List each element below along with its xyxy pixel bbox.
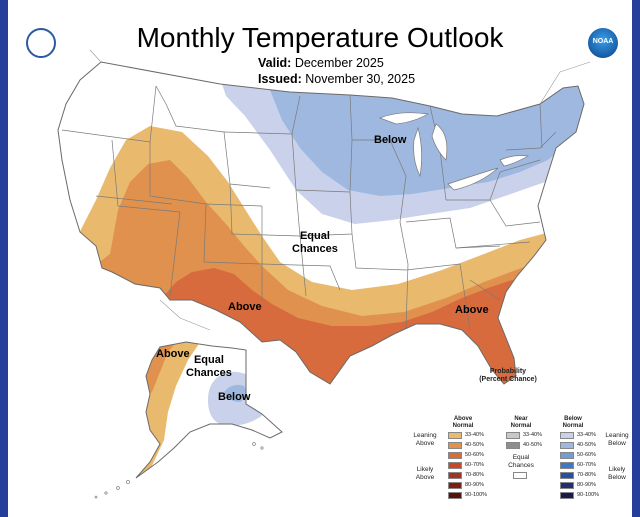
label-below-ak: Below (218, 391, 251, 403)
label-above-ak: Above (156, 348, 190, 360)
legend-near-swatch (506, 432, 520, 439)
legend-near-swatch (506, 442, 520, 449)
legend-above-swatch (448, 492, 462, 499)
legend-above-swatch (448, 472, 462, 479)
legend-below-label: 33-40% (577, 432, 596, 438)
noaa-logo-icon: NOAA (588, 28, 618, 58)
legend-above-label: 80-90% (465, 482, 484, 488)
state-borders (61, 85, 557, 331)
legend-below-label: 80-90% (577, 482, 596, 488)
label-above-se: Above (455, 304, 489, 316)
legend-below-swatch (560, 452, 574, 459)
issued-label: Issued: (258, 72, 302, 86)
legend-equal-chances-swatch (513, 472, 527, 479)
probability-legend: Probability (Percent Chance) Above Norma… (408, 368, 633, 510)
valid-line: Valid: December 2025 (258, 56, 384, 70)
legend-above-label: 90-100% (465, 492, 488, 498)
label-equal-ak: Equal Chances (186, 354, 232, 379)
neighbor-borders (89, 49, 591, 331)
valid-label: Valid: (258, 56, 292, 70)
legend-above-swatch (448, 442, 462, 449)
right-frame-bar (632, 0, 640, 517)
legend-below-swatch (560, 472, 574, 479)
legend-below-label: 90-100% (577, 492, 600, 498)
legend-above-swatch (448, 452, 462, 459)
left-frame-bar (0, 0, 8, 517)
legend-above-label: 70-80% (465, 472, 484, 478)
label-below-conus: Below (374, 134, 407, 146)
label-equal-conus: Equal Chances (292, 230, 338, 255)
alaska-outline (135, 341, 283, 479)
label-above-sw: Above (228, 301, 262, 313)
legend-below-swatch (560, 462, 574, 469)
legend-below-label: 50-60% (577, 452, 596, 458)
valid-value: December 2025 (294, 56, 384, 70)
legend-near-label: 40-50% (523, 442, 542, 448)
issued-line: Issued: November 30, 2025 (258, 72, 415, 86)
legend-below-swatch (560, 492, 574, 499)
legend-above-label: 33-40% (465, 432, 484, 438)
conus-outlook-regions (58, 62, 584, 384)
aleutian-islands (94, 442, 264, 499)
legend-above-swatch (448, 432, 462, 439)
legend-below-swatch (560, 442, 574, 449)
noaa-commerce-seal-icon (26, 28, 56, 58)
legend-leaning-below: Leaning Below (605, 432, 629, 447)
legend-above-swatch (448, 462, 462, 469)
legend-below-label: 70-80% (577, 472, 596, 478)
legend-above-swatch (448, 482, 462, 489)
legend-below-swatch (560, 432, 574, 439)
legend-below-head: Below Normal (562, 416, 584, 429)
page-title: Monthly Temperature Outlook (136, 22, 504, 53)
great-lakes (379, 112, 530, 191)
legend-above-label: 60-70% (465, 462, 484, 468)
legend-above-head: Above Normal (452, 416, 474, 429)
legend-below-label: 40-50% (577, 442, 596, 448)
legend-equal-chances: Equal Chances (508, 454, 534, 469)
legend-likely-below: Likely Below (608, 466, 626, 481)
legend-above-label: 40-50% (465, 442, 484, 448)
legend-likely-above: Likely Above (415, 466, 435, 481)
conus-outline (57, 61, 585, 385)
legend-below-label: 60-70% (577, 462, 596, 468)
ak-below-40-50-region (224, 384, 247, 402)
legend-leaning-above: Leaning Above (413, 432, 437, 447)
legend-near-label: 33-40% (523, 432, 542, 438)
issued-value: November 30, 2025 (305, 72, 416, 86)
legend-above-label: 50-60% (465, 452, 484, 458)
legend-near-head: Near Normal (510, 416, 532, 429)
noaa-logo-text: NOAA (592, 38, 614, 45)
legend-title: Probability (Percent Chance) (479, 368, 537, 383)
legend-below-swatch (560, 482, 574, 489)
